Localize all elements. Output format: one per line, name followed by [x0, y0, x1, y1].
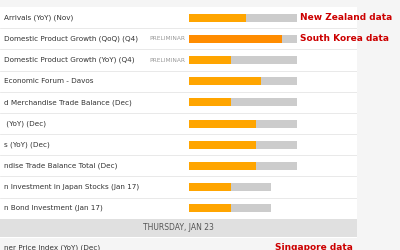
Bar	[0, 7, 357, 28]
Text: ner Price Index (YoY) (Dec): ner Price Index (YoY) (Dec)	[4, 244, 100, 250]
Text: Domestic Product Growth (QoQ) (Q4): Domestic Product Growth (QoQ) (Q4)	[4, 36, 138, 42]
Bar	[189, 162, 256, 170]
Bar	[0, 134, 357, 155]
Bar	[246, 14, 297, 22]
Bar	[0, 237, 357, 250]
Bar	[189, 204, 231, 212]
Bar	[189, 243, 231, 250]
Text: Domestic Product Growth (YoY) (Q4): Domestic Product Growth (YoY) (Q4)	[4, 57, 134, 63]
Bar	[282, 35, 297, 43]
Bar	[189, 56, 231, 64]
Bar	[0, 113, 357, 134]
Bar	[189, 35, 282, 43]
Text: PRELIMINAR: PRELIMINAR	[150, 36, 186, 42]
Bar	[231, 243, 271, 250]
Bar	[0, 70, 357, 92]
Text: THURSDAY, JAN 23: THURSDAY, JAN 23	[143, 223, 214, 232]
Text: PRELIMINAR: PRELIMINAR	[150, 58, 186, 62]
Text: ndise Trade Balance Total (Dec): ndise Trade Balance Total (Dec)	[4, 162, 117, 169]
Text: (YoY) (Dec): (YoY) (Dec)	[4, 120, 46, 127]
Bar	[256, 162, 297, 170]
Bar	[189, 14, 246, 22]
Text: d Merchandise Trade Balance (Dec): d Merchandise Trade Balance (Dec)	[4, 99, 131, 105]
Bar	[189, 98, 231, 106]
Bar	[0, 198, 357, 219]
Bar	[0, 176, 357, 198]
Bar	[0, 92, 357, 113]
Text: n Investment in Japan Stocks (Jan 17): n Investment in Japan Stocks (Jan 17)	[4, 184, 139, 190]
Bar	[261, 77, 297, 85]
Text: Singapore data: Singapore data	[275, 243, 353, 250]
Text: South Korea data: South Korea data	[300, 34, 390, 43]
Bar	[189, 141, 256, 149]
Bar	[189, 77, 261, 85]
Bar	[231, 98, 297, 106]
Bar	[231, 56, 297, 64]
Bar	[256, 120, 297, 128]
Bar	[231, 204, 271, 212]
Bar	[189, 120, 256, 128]
Text: Arrivals (YoY) (Nov): Arrivals (YoY) (Nov)	[4, 14, 73, 21]
Bar	[0, 50, 357, 70]
Bar	[0, 28, 357, 50]
Text: n Bond Investment (Jan 17): n Bond Investment (Jan 17)	[4, 205, 102, 212]
Bar	[231, 183, 271, 191]
Text: New Zealand data: New Zealand data	[300, 13, 393, 22]
Text: Economic Forum - Davos: Economic Forum - Davos	[4, 78, 93, 84]
Bar	[189, 183, 231, 191]
Bar	[0, 219, 357, 237]
Bar	[256, 141, 297, 149]
Bar	[0, 155, 357, 176]
Text: s (YoY) (Dec): s (YoY) (Dec)	[4, 142, 49, 148]
